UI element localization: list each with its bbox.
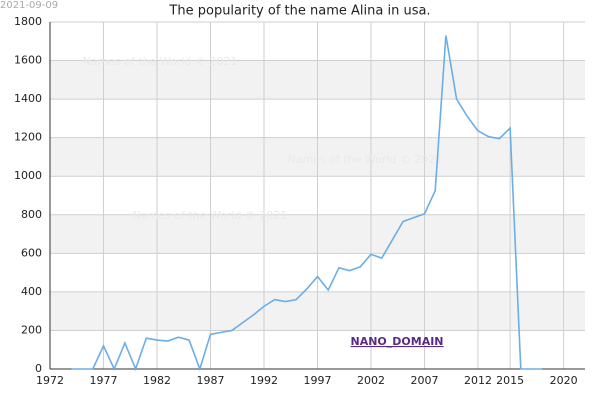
y-tick-label: 0 [35,362,42,375]
domain-label: NANO_DOMAIN [350,335,443,348]
data-line [71,35,543,372]
x-tick-label: 1972 [36,374,64,387]
y-tick-label: 200 [21,323,42,336]
y-tick-label: 1400 [14,92,42,105]
y-tick-label: 800 [21,208,42,221]
x-tick-label: 1977 [90,374,118,387]
x-tick-label: 1982 [143,374,171,387]
x-tick-label: 2012 [464,374,492,387]
x-tick-label: 1987 [197,374,225,387]
watermark: Names of the World © 2021 [133,209,288,222]
x-tick-label: 1992 [250,374,278,387]
x-tick-label: 2007 [411,374,439,387]
watermark: Names of the World © 2021 [288,153,443,166]
x-tick-label: 1997 [304,374,332,387]
chart-title: The popularity of the name Alina in usa. [168,4,430,19]
y-tick-label: 600 [21,246,42,259]
y-tick-label: 1000 [14,169,42,182]
date-stamp: 2021-09-09 [0,0,58,11]
y-tick-label: 1600 [14,54,42,67]
y-tick-label: 400 [21,285,42,298]
y-tick-label: 1200 [14,131,42,144]
x-tick-label: 2002 [357,374,385,387]
x-tick-label: 2020 [550,374,578,387]
y-tick-label: 1800 [14,15,42,28]
watermark: Names of the World © 2021 [83,55,238,68]
x-tick-label: 2015 [496,374,524,387]
